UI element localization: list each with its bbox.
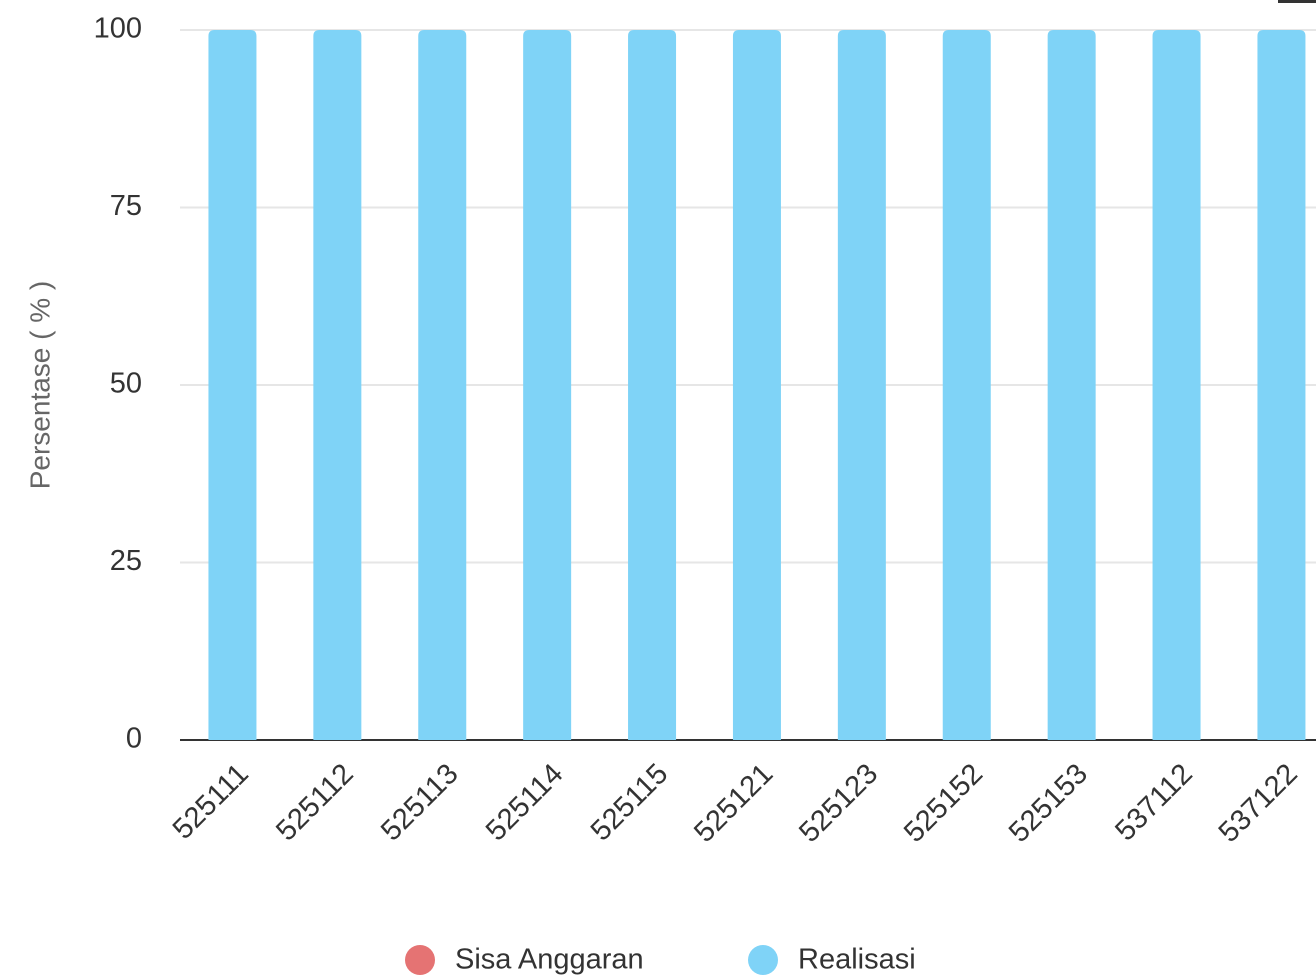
x-tick-label: 525152 bbox=[898, 758, 989, 849]
bar bbox=[1257, 30, 1306, 740]
x-tick-label: 537112 bbox=[1109, 758, 1199, 848]
y-tick-label: 25 bbox=[110, 545, 142, 577]
y-tick-label: 100 bbox=[94, 13, 142, 45]
bar bbox=[208, 30, 257, 740]
y-axis-label: Persentase ( % ) bbox=[24, 281, 55, 490]
bar bbox=[1047, 30, 1096, 740]
bar bbox=[523, 30, 572, 740]
legend-label: Sisa Anggaran bbox=[455, 944, 644, 976]
x-tick-label: 537122 bbox=[1213, 758, 1304, 849]
x-tick-label: 525115 bbox=[585, 758, 675, 848]
x-tick-label: 525153 bbox=[1003, 758, 1094, 849]
x-tick-label: 525121 bbox=[688, 758, 779, 849]
bar bbox=[313, 30, 362, 740]
bar bbox=[628, 30, 677, 740]
bar bbox=[1152, 30, 1201, 740]
x-tick-label: 525114 bbox=[480, 758, 570, 848]
bar bbox=[837, 30, 886, 740]
x-tick-label: 525113 bbox=[375, 758, 465, 848]
bar bbox=[418, 30, 467, 740]
legend-marker bbox=[748, 945, 778, 975]
bar bbox=[942, 30, 991, 740]
x-tick-label: 525112 bbox=[270, 758, 360, 848]
y-tick-label: 0 bbox=[126, 723, 142, 755]
bar bbox=[732, 30, 781, 740]
legend-label: Realisasi bbox=[798, 944, 916, 976]
x-tick-label: 525123 bbox=[793, 758, 884, 849]
legend-marker bbox=[405, 945, 435, 975]
toolbar-edge bbox=[1278, 0, 1316, 3]
y-tick-label: 50 bbox=[110, 368, 142, 400]
y-tick-label: 75 bbox=[110, 190, 142, 222]
x-tick-label: 525111 bbox=[167, 758, 255, 846]
